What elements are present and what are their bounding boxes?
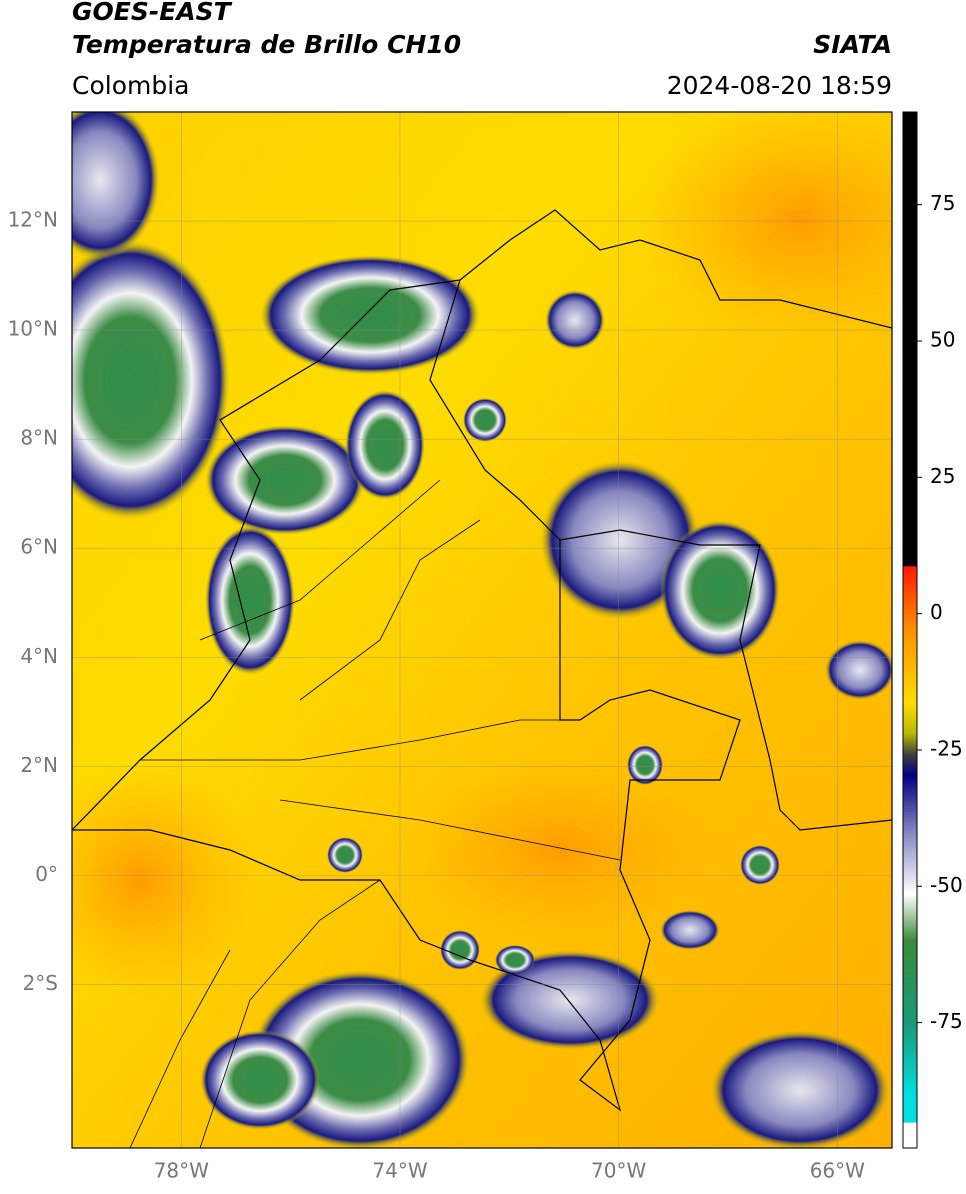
x-tick-label: 66°W — [810, 1159, 865, 1183]
subtitle: Temperatura de Brillo CH10 — [72, 30, 461, 59]
y-tick-label: 0° — [35, 862, 58, 886]
x-tick-label: 74°W — [372, 1159, 427, 1183]
title: GOES-EAST — [72, 0, 233, 26]
y-tick-label: 12°N — [8, 208, 58, 232]
colorbar-tick-label: -25 — [930, 736, 963, 760]
colorbar-tick-label: 75 — [930, 191, 955, 215]
y-tick-label: 6°N — [20, 535, 58, 559]
datetime: 2024-08-20 18:59 — [667, 71, 892, 100]
x-tick-label: 70°W — [591, 1159, 646, 1183]
x-tick-label: 78°W — [154, 1159, 209, 1183]
satellite-image — [72, 112, 892, 1148]
colorbar-tick-label: 25 — [930, 464, 955, 488]
y-tick-label: 2°N — [20, 753, 58, 777]
y-tick-label: 8°N — [20, 426, 58, 450]
y-tick-label: 10°N — [8, 317, 58, 341]
colorbar-tick-label: 50 — [930, 328, 955, 352]
map-frame — [71, 111, 893, 1149]
source: SIATA — [813, 30, 892, 59]
colorbar-tick-label: 0 — [930, 600, 943, 624]
grid — [72, 112, 892, 1148]
y-tick-label: 2°S — [23, 971, 58, 995]
colorbar — [902, 111, 918, 1149]
colorbar-tick-label: -50 — [930, 873, 963, 897]
colorbar-tick-label: -75 — [930, 1009, 963, 1033]
region: Colombia — [72, 71, 189, 100]
y-tick-label: 4°N — [20, 644, 58, 668]
